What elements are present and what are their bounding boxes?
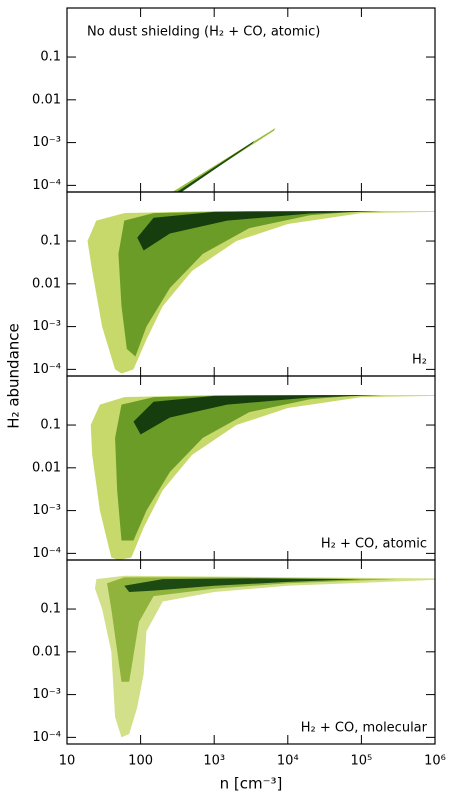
y-tick-label: 0.01 <box>32 460 61 475</box>
y-tick-label: 0.1 <box>40 418 61 433</box>
y-tick-label: 10⁻³ <box>32 687 61 702</box>
panel-label: H₂ + CO, atomic <box>321 537 427 552</box>
x-tick-label: 10⁶ <box>424 754 446 769</box>
panel-label: H₂ <box>412 353 427 368</box>
density-region <box>176 140 255 192</box>
y-tick-label: 10⁻³ <box>32 319 61 334</box>
y-tick-label: 10⁻⁴ <box>32 546 61 561</box>
y-tick-label: 10⁻³ <box>32 135 61 150</box>
panel-title: No dust shielding (H₂ + CO, atomic) <box>87 25 320 40</box>
x-tick-label: 100 <box>128 754 153 769</box>
y-tick-label: 0.1 <box>40 234 61 249</box>
x-tick-label: 10⁵ <box>351 754 373 769</box>
panel-label: H₂ + CO, molecular <box>301 721 428 736</box>
y-tick-label: 10⁻³ <box>32 503 61 518</box>
density-region <box>115 395 362 541</box>
y-tick-label: 10⁻⁴ <box>32 362 61 377</box>
y-tick-label: 0.1 <box>40 602 61 617</box>
x-tick-label: 10³ <box>203 754 225 769</box>
y-tick-label: 0.01 <box>32 276 61 291</box>
density-region <box>133 395 384 435</box>
x-axis-label: n [cm⁻³] <box>220 775 283 793</box>
y-tick-label: 0.01 <box>32 92 61 107</box>
density-region <box>172 127 276 192</box>
y-tick-label: 10⁻⁴ <box>32 178 61 193</box>
y-axis-label: H₂ abundance <box>5 323 23 428</box>
density-region <box>118 211 362 357</box>
density-region <box>137 211 384 251</box>
x-tick-label: 10 <box>59 754 76 769</box>
y-tick-label: 0.1 <box>40 50 61 65</box>
y-tick-label: 0.01 <box>32 644 61 659</box>
x-tick-label: 10⁴ <box>277 754 299 769</box>
y-tick-label: 10⁻⁴ <box>32 730 61 745</box>
density-region <box>107 577 397 682</box>
density-region <box>124 578 362 593</box>
